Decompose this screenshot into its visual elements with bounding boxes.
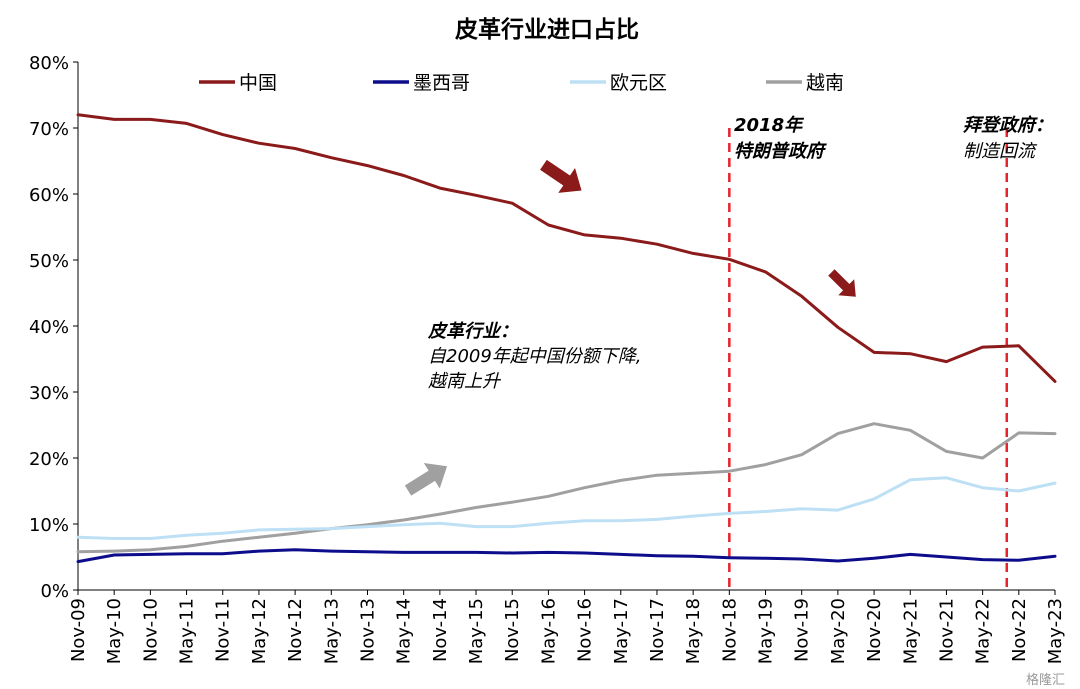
annotation-leather: 皮革行业： 自2009年起中国份额下降, 越南上升 [427,321,642,392]
trend-arrow-3 [404,463,448,496]
series-line-3 [76,422,1057,554]
trend-arrow-2 [828,269,856,297]
y-tick-label: 40% [29,317,69,338]
x-tick-label: Nov-13 [357,598,378,662]
y-tick-label: 20% [29,449,69,470]
legend-label-vietnam: 越南 [806,72,844,94]
annotation-trump: 2018年 特朗普政府 [734,115,827,162]
x-tick-label: Nov-15 [502,598,523,662]
legend-label-mexico: 墨西哥 [413,72,470,94]
annotation-trump-line-1: 特朗普政府 [734,141,827,162]
x-tick-label: May-18 [683,598,704,664]
watermark: 格隆汇 [1026,672,1065,688]
annotation-leather-line-2: 越南上升 [428,371,502,392]
chart-title: 皮革行业进口占比 [455,16,639,43]
y-tick-label: 70% [29,119,69,140]
y-tick-label: 60% [29,185,69,206]
x-tick-label: Nov-16 [575,598,596,662]
x-tick-label: May-17 [611,598,632,664]
annotation-leather-title: 皮革行业： [427,321,518,342]
x-tick-label: Nov-12 [285,598,306,662]
x-tick-label: Nov-22 [1009,598,1030,662]
x-tick-label: May-19 [756,598,777,664]
x-tick-label: May-11 [177,598,198,664]
x-tick-label: May-14 [394,598,415,664]
x-tick-label: Nov-19 [792,598,813,662]
annotation-trump-title: 2018年 [734,115,805,136]
x-tick-label: May-16 [538,598,559,664]
x-tick-label: May-13 [321,598,342,664]
x-tick-label: Nov-10 [140,598,161,662]
trend-arrow-1 [540,159,582,193]
x-tick-label: Nov-11 [213,598,234,662]
x-tick-label: Nov-20 [864,598,885,662]
axes: 0% 10% 20% 30% 40% 50% 60% 70% 80% Nov-09 May-10 No… [29,53,1066,664]
annotation-leather-line-1: 自2009年起中国份额下降, [428,346,642,367]
y-tick-label: 80% [29,53,69,74]
series-line-1 [76,548,1057,564]
x-tick-label: May-12 [249,598,270,664]
x-tick-label: Nov-17 [647,598,668,662]
x-tick-label: May-23 [1045,598,1066,664]
x-tick-label: Nov-18 [719,598,740,662]
x-tick-label: Nov-09 [68,598,89,662]
annotation-biden: 拜登政府： 制造回流 [963,115,1053,162]
legend-label-china: 中国 [239,72,277,94]
series-lines [76,113,1057,564]
y-tick-label: 10% [29,515,69,536]
legend-label-eurozone: 欧元区 [610,72,667,94]
annotation-biden-line-1: 制造回流 [963,141,1038,162]
y-tick-label: 0% [40,581,69,602]
x-tick-label: Nov-21 [936,598,957,662]
x-tick-label: Nov-14 [430,598,451,662]
x-tick-label: May-15 [466,598,487,664]
trend-arrows [404,159,856,496]
legend: 中国 墨西哥 欧元区 越南 [199,72,844,94]
series-line-0 [76,113,1057,383]
y-tick-label: 30% [29,383,69,404]
x-tick-label: May-10 [104,598,125,664]
annotation-biden-title: 拜登政府： [963,115,1053,136]
x-tick-label: May-20 [828,598,849,664]
x-tick-label: May-21 [900,598,921,664]
y-tick-label: 50% [29,251,69,272]
x-tick-label: May-22 [973,598,994,664]
reference-lines [728,128,1009,590]
series-line-2 [76,476,1057,540]
